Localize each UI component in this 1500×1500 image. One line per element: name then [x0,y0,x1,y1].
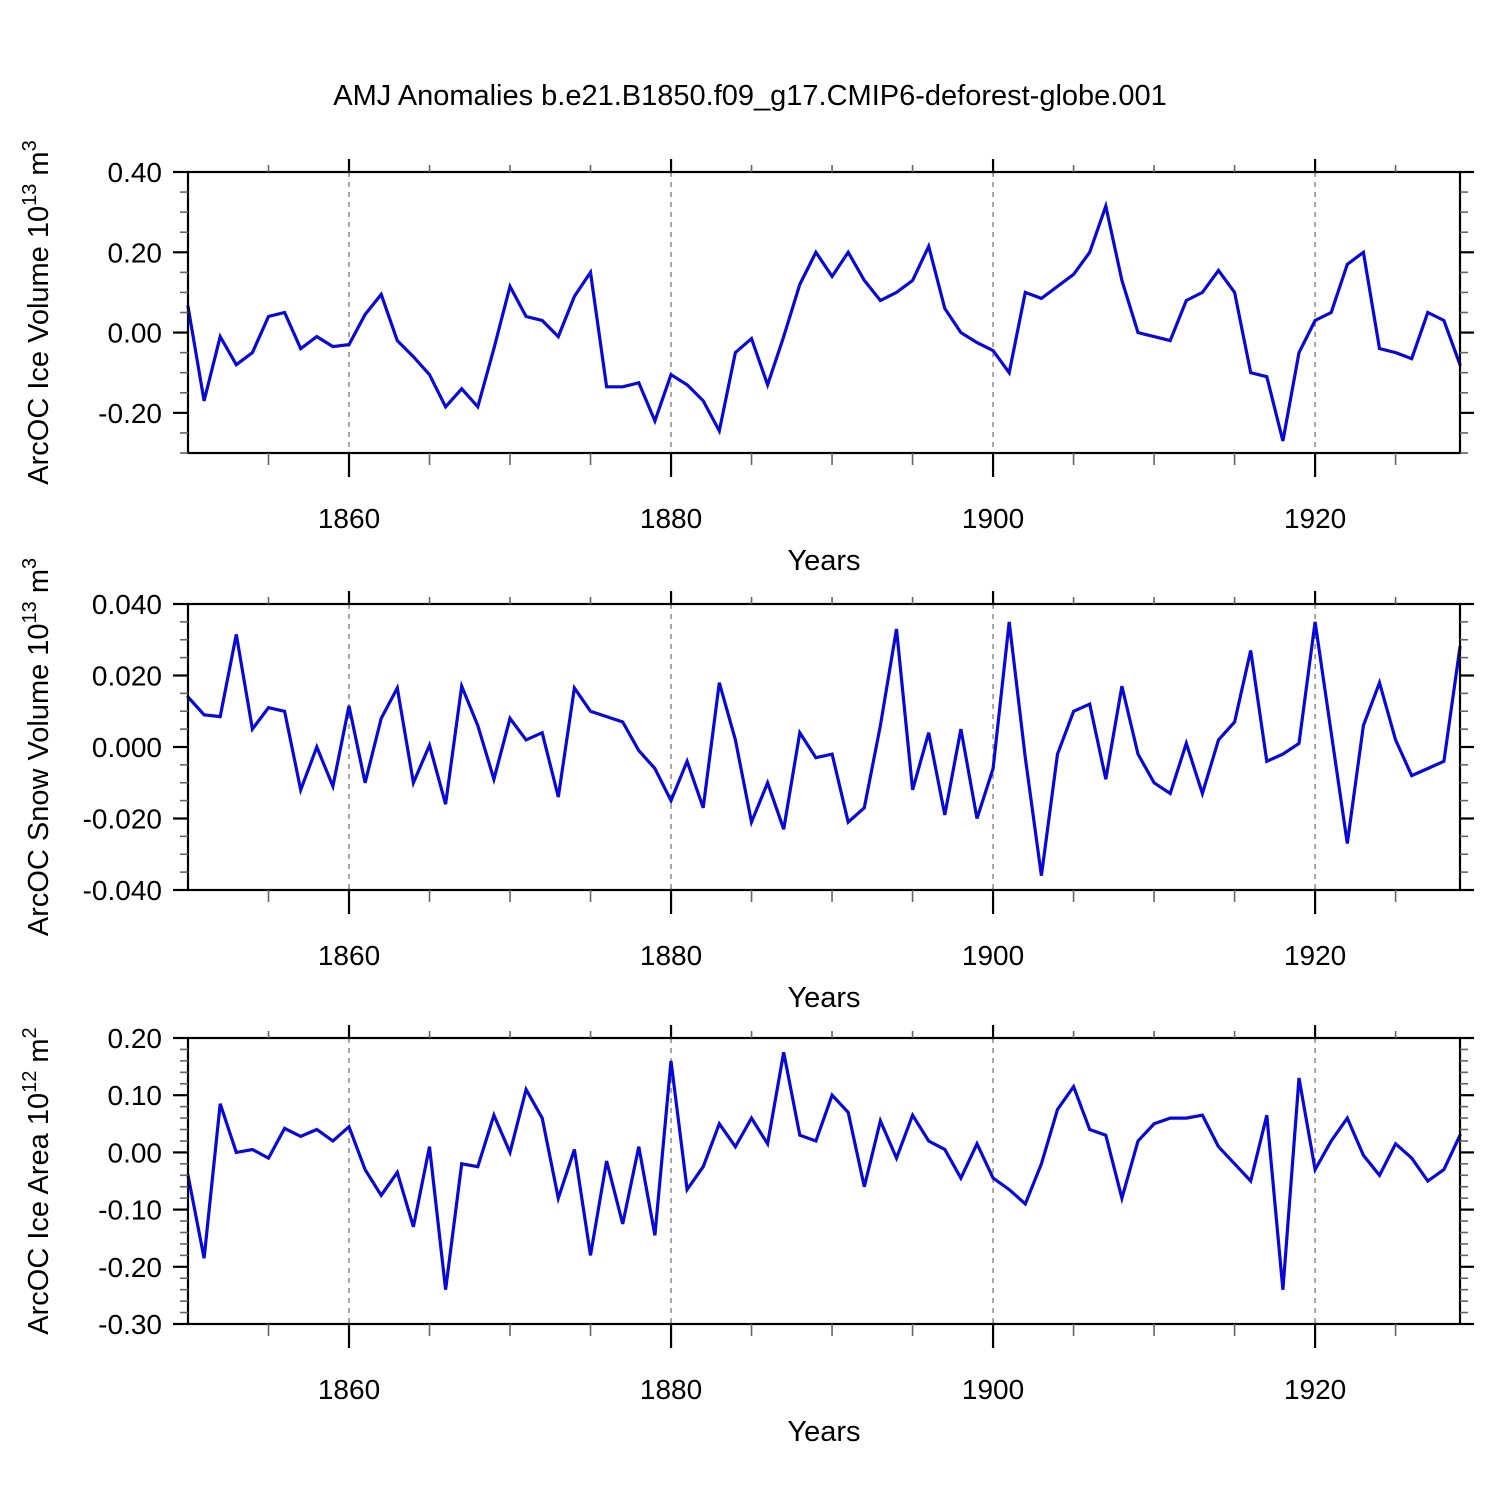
y-tick-label: 0.40 [108,157,163,188]
x-tick-label: 1900 [962,1374,1024,1405]
y-tick-label: 0.10 [108,1080,163,1111]
panel-1-frame [186,170,1462,455]
figure-title: AMJ Anomalies b.e21.B1850.f09_g17.CMIP6-… [333,80,1167,112]
panel-3-frame [186,1036,1462,1326]
series-line-panel-3 [186,1051,1462,1290]
y-tick-label: 0.040 [92,589,162,620]
x-tick-label: 1860 [318,1374,380,1405]
x-tick-label: 1920 [1284,503,1346,534]
y-axis-title: ArcOC Ice Area 1012 m2 [19,1027,55,1334]
x-tick-label: 1900 [962,503,1024,534]
y-tick-label: -0.20 [98,398,162,429]
y-tick-label: -0.020 [83,804,162,835]
x-tick-label: 1880 [640,1374,702,1405]
y-tick-label: 0.20 [108,1023,163,1054]
y-tick-label: 0.000 [92,732,162,763]
y-tick-label: -0.30 [98,1309,162,1340]
y-tick-label: 0.00 [108,1137,163,1168]
x-tick-label: 1860 [318,940,380,971]
panel-2-frame [186,602,1462,892]
y-tick-label: 0.20 [108,237,163,268]
y-tick-label: 0.00 [108,318,163,349]
y-tick-label: -0.20 [98,1252,162,1283]
x-tick-label: 1860 [318,503,380,534]
y-tick-label: -0.10 [98,1195,162,1226]
x-axis-title: Years [787,545,860,577]
y-tick-label: 0.020 [92,661,162,692]
x-tick-label: 1920 [1284,1374,1346,1405]
x-tick-label: 1880 [640,503,702,534]
series-line-panel-1 [186,200,1462,442]
series-line-panel-2 [186,621,1462,876]
x-tick-label: 1880 [640,940,702,971]
x-axis-title: Years [787,982,860,1014]
y-tick-label: -0.040 [83,875,162,906]
x-tick-label: 1900 [962,940,1024,971]
x-axis-title: Years [787,1416,860,1448]
y-axis-title: ArcOC Ice Volume 1013 m3 [19,140,55,484]
x-tick-label: 1920 [1284,940,1346,971]
y-axis-title: ArcOC Snow Volume 1013 m3 [19,558,55,936]
